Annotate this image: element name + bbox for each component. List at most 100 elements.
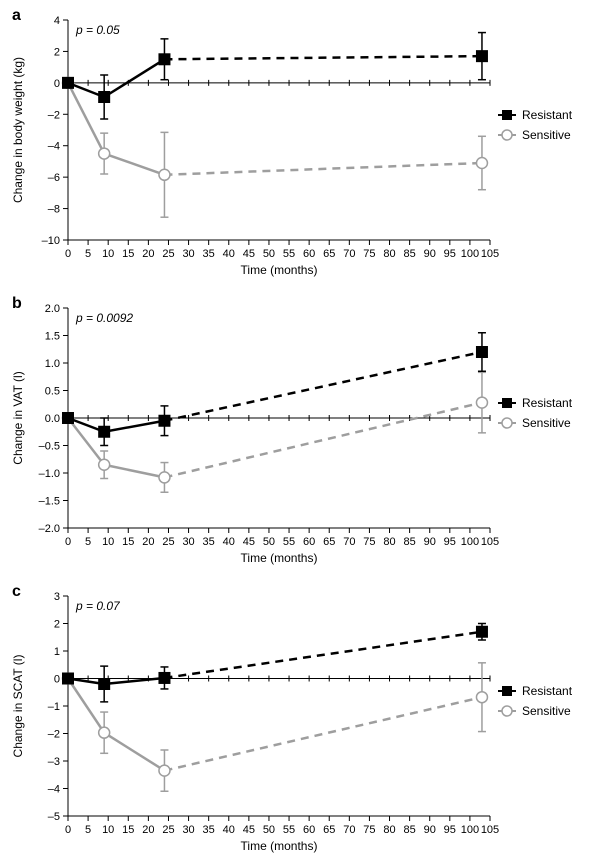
square-marker-icon — [159, 54, 170, 65]
x-tick-label: 80 — [383, 824, 395, 836]
x-tick-label: 65 — [323, 824, 335, 836]
x-tick-label: 60 — [303, 824, 315, 836]
x-tick-label: 85 — [403, 536, 415, 548]
y-tick-label: –6 — [48, 172, 60, 184]
y-tick-label: 1.5 — [45, 331, 60, 343]
y-tick-label: 2 — [54, 619, 60, 631]
figure-root: ap = 0.05–10–8–6–4–202405101520253035404… — [0, 0, 589, 865]
x-tick-label: 25 — [162, 536, 174, 548]
x-tick-label: 10 — [102, 248, 114, 260]
x-axis-title: Time (months) — [241, 263, 318, 277]
legend-label: Resistant — [522, 684, 573, 698]
legend: ResistantSensitive — [498, 108, 573, 142]
legend: Resistant Sensitive — [498, 684, 573, 718]
x-tick-label: 45 — [243, 536, 255, 548]
square-marker-icon — [159, 672, 170, 683]
y-tick-label: –5 — [48, 811, 60, 823]
circle-marker-icon — [502, 130, 512, 140]
x-tick-label: 5 — [85, 536, 91, 548]
y-tick-label: 4 — [54, 15, 60, 27]
x-tick-label: 95 — [444, 536, 456, 548]
square-marker-icon — [476, 51, 487, 62]
x-tick-label: 0 — [65, 824, 71, 836]
circle-marker-icon — [99, 459, 110, 470]
x-tick-label: 100 — [461, 824, 479, 836]
x-tick-label: 100 — [461, 536, 479, 548]
p-value-label: p = 0.0092 — [75, 311, 133, 325]
y-tick-label: 1 — [54, 646, 60, 658]
square-marker-icon — [99, 426, 110, 437]
circle-marker-icon — [99, 727, 110, 738]
circle-marker-icon — [476, 397, 487, 408]
y-tick-label: –1.5 — [39, 496, 60, 508]
x-tick-label: 40 — [223, 824, 235, 836]
x-tick-label: 50 — [263, 824, 275, 836]
x-tick-label: 55 — [283, 248, 295, 260]
circle-marker-icon — [476, 692, 487, 703]
x-tick-label: 95 — [444, 248, 456, 260]
panel-c: cp = 0.07–5–4–3–2–1012305101520253035404… — [0, 576, 589, 864]
p-value-label: p = 0.07 — [75, 599, 121, 613]
panel-letter: c — [12, 583, 21, 600]
square-marker-icon — [476, 347, 487, 358]
y-tick-label: –8 — [48, 204, 60, 216]
chart-panel-b: bp = 0.0092–2.0–1.5–1.0–0.50.00.51.01.52… — [0, 288, 589, 576]
square-marker-icon — [502, 398, 512, 408]
x-tick-label: 60 — [303, 248, 315, 260]
x-tick-label: 75 — [363, 248, 375, 260]
panel-letter: b — [12, 295, 22, 312]
x-tick-label: 35 — [203, 536, 215, 548]
x-tick-label: 15 — [122, 248, 134, 260]
x-tick-label: 85 — [403, 248, 415, 260]
x-tick-label: 75 — [363, 536, 375, 548]
square-marker-icon — [476, 626, 487, 637]
x-axis-title: Time (months) — [241, 839, 318, 853]
square-marker-icon — [99, 92, 110, 103]
x-tick-label: 65 — [323, 248, 335, 260]
panel-a: ap = 0.05–10–8–6–4–202405101520253035404… — [0, 0, 589, 288]
panel-b: bp = 0.0092–2.0–1.5–1.0–0.50.00.51.01.52… — [0, 288, 589, 576]
x-tick-label: 50 — [263, 248, 275, 260]
square-marker-icon — [63, 673, 74, 684]
x-tick-label: 100 — [461, 248, 479, 260]
x-tick-label: 30 — [182, 536, 194, 548]
legend-label: Sensitive — [522, 704, 571, 718]
y-tick-label: –3 — [48, 756, 60, 768]
x-tick-label: 40 — [223, 248, 235, 260]
circle-marker-icon — [476, 158, 487, 169]
square-marker-icon — [63, 413, 74, 424]
y-tick-label: –2.0 — [39, 523, 60, 535]
x-tick-label: 55 — [283, 824, 295, 836]
y-axis-title: Change in body weight (kg) — [11, 57, 25, 203]
y-tick-label: 3 — [54, 591, 60, 603]
y-axis-title: Change in SCAT (l) — [11, 655, 25, 758]
y-tick-label: –1 — [48, 701, 60, 713]
chart-panel-a: ap = 0.05–10–8–6–4–202405101520253035404… — [0, 0, 589, 288]
legend-label: Sensitive — [522, 128, 571, 142]
x-tick-label: 15 — [122, 824, 134, 836]
x-tick-label: 0 — [65, 248, 71, 260]
legend-label: Resistant — [522, 396, 573, 410]
y-tick-label: 0 — [54, 674, 60, 686]
x-tick-label: 50 — [263, 536, 275, 548]
x-tick-label: 5 — [85, 248, 91, 260]
x-tick-label: 85 — [403, 824, 415, 836]
y-tick-label: –4 — [48, 784, 60, 796]
square-marker-icon — [502, 686, 512, 696]
x-tick-label: 20 — [142, 536, 154, 548]
x-tick-label: 25 — [162, 248, 174, 260]
panel-letter: a — [12, 7, 21, 24]
x-tick-label: 5 — [85, 824, 91, 836]
x-tick-label: 90 — [424, 824, 436, 836]
x-tick-label: 95 — [444, 824, 456, 836]
x-tick-label: 10 — [102, 824, 114, 836]
circle-marker-icon — [502, 706, 512, 716]
x-tick-label: 20 — [142, 248, 154, 260]
y-tick-label: 0 — [54, 78, 60, 90]
x-tick-label: 20 — [142, 824, 154, 836]
series-resistant — [63, 333, 488, 446]
circle-marker-icon — [159, 169, 170, 180]
x-tick-label: 55 — [283, 536, 295, 548]
square-marker-icon — [159, 415, 170, 426]
y-tick-label: –2 — [48, 729, 60, 741]
